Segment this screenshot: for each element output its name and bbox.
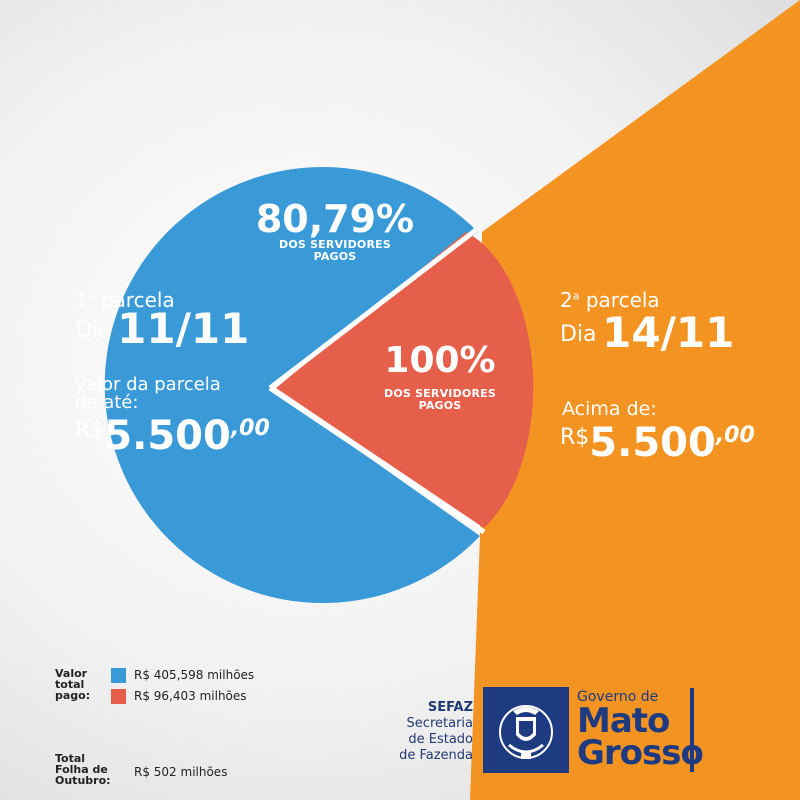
first-parcel-cents: ,00: [230, 416, 270, 441]
sefaz-acronym: SEFAZ: [427, 700, 473, 715]
total-label-line: Folha de: [55, 763, 108, 776]
gov-divider: [690, 688, 694, 772]
total-label: Total Folha de Outubro:: [55, 753, 111, 786]
first-parcel-day-prefix: Dia: [75, 318, 112, 343]
first-parcel-word: parcela: [100, 288, 175, 312]
second-parcel-date: 14/11: [602, 308, 735, 357]
second-parcel-amount: 5.500: [589, 420, 716, 466]
red-percentage-label-1: DOS SERVIDORES: [384, 387, 496, 400]
red-percentage: 100%: [384, 340, 496, 381]
first-parcel-title: 1a parcela: [75, 290, 175, 310]
second-parcel-day-prefix: Dia: [560, 322, 597, 347]
first-parcel-amount-line: R$5.500,00: [75, 416, 270, 456]
blue-percentage: 80,79%: [255, 197, 415, 241]
total-label-line: Total: [55, 752, 86, 765]
first-parcel-amount: 5.500: [104, 413, 231, 459]
blue-pie-slice: [104, 167, 480, 604]
legend-label: Valor total pago:: [55, 668, 90, 701]
orange-triangle: [470, 0, 800, 800]
legend-item-blue: R$ 405,598 milhões: [134, 668, 255, 682]
legend-item-red: R$ 96,403 milhões: [134, 689, 247, 703]
pie-divider-bottom: [268, 385, 486, 535]
mato-grosso-coat-of-arms-icon: [483, 687, 569, 773]
sefaz-line: de Estado: [408, 732, 473, 747]
second-parcel-cents: ,00: [715, 423, 755, 448]
first-parcel-currency: R$: [75, 418, 105, 443]
second-parcel-value-label: Acima de:: [562, 398, 657, 420]
pie-divider-top: [268, 228, 478, 390]
second-parcel-ordinal-suffix: a: [572, 289, 580, 303]
second-parcel-ordinal: 2: [560, 288, 573, 312]
sefaz-line: Secretaria: [406, 716, 473, 731]
legend-label-line: total: [55, 678, 85, 691]
first-parcel-value-label-1: Valor da parcela: [75, 374, 221, 395]
first-parcel-date: 11/11: [117, 304, 250, 353]
blue-percentage-label-2: PAGOS: [313, 250, 357, 263]
second-parcel-title: 2a parcela: [560, 290, 660, 310]
first-parcel-ordinal-suffix: a: [87, 289, 95, 303]
red-wedge: [276, 232, 534, 528]
second-parcel-currency: R$: [560, 425, 590, 450]
second-parcel-word: parcela: [585, 288, 660, 312]
total-value: R$ 502 milhões: [134, 765, 228, 779]
sefaz-line: de Fazenda: [399, 748, 473, 763]
red-percentage-label-2: PAGOS: [418, 399, 462, 412]
sefaz-block: SEFAZ Secretaria de Estado de Fazenda: [399, 700, 473, 764]
government-logo-text: Governo de Mato Grosso: [577, 689, 704, 773]
legend-label-line: pago:: [55, 689, 91, 702]
gov-grosso: Grosso: [577, 733, 704, 773]
gov-mato: Mato: [577, 701, 670, 741]
first-parcel-value-label-2: de até:: [75, 392, 139, 413]
legend-label-line: Valor: [55, 667, 88, 680]
gov-line: Governo de: [577, 689, 659, 705]
legend-swatch-red: [111, 689, 126, 704]
first-parcel-ordinal: 1: [75, 288, 88, 312]
total-label-line: Outubro:: [55, 774, 111, 787]
first-parcel-date-line: Dia 11/11: [75, 308, 249, 350]
legend-swatch-blue: [111, 668, 126, 683]
blue-percentage-label-1: DOS SERVIDORES: [279, 238, 391, 251]
second-parcel-date-line: Dia 14/11: [560, 312, 734, 354]
second-parcel-amount-line: R$5.500,00: [560, 423, 755, 463]
